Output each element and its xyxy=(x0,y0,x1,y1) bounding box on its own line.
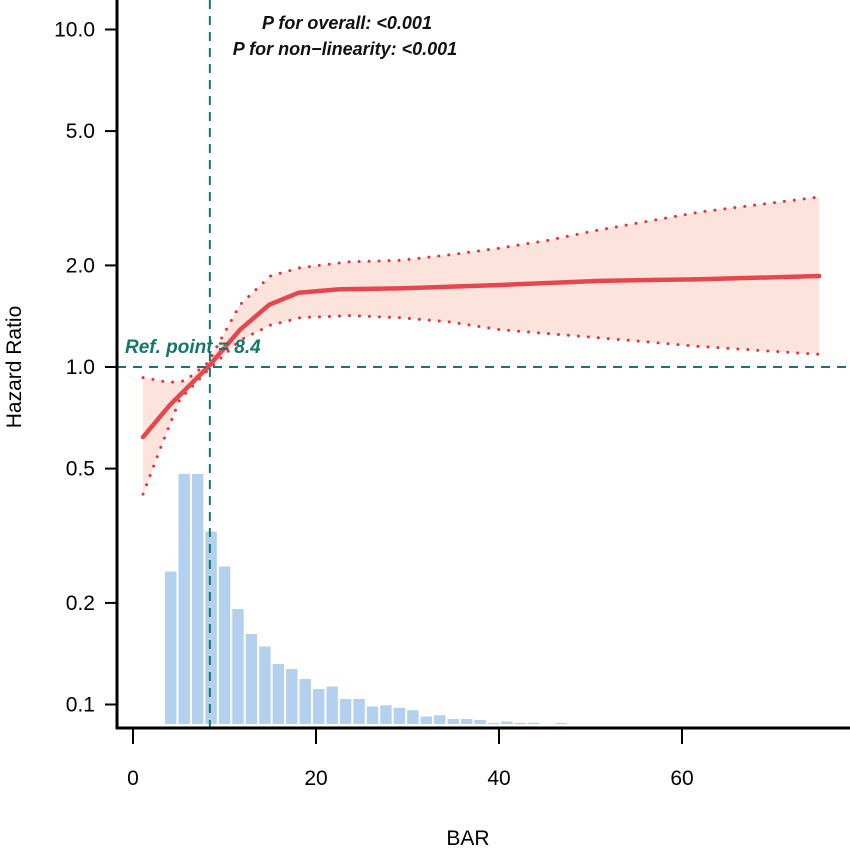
histogram-bar xyxy=(514,723,527,724)
x-axis-title: BAR xyxy=(446,827,489,850)
histogram-bar xyxy=(272,664,285,724)
histogram-bar xyxy=(474,720,486,724)
histogram-bar xyxy=(259,646,271,724)
axes: 0.1 0.2 0.5 1.0 2.0 5.0 10.0 0 20 40 60 xyxy=(54,0,850,790)
histogram-bar xyxy=(528,722,540,724)
histogram-bar xyxy=(366,706,379,724)
hazard-ratio-curve xyxy=(140,273,822,440)
histogram-bar xyxy=(232,609,244,724)
x-tick-label: 60 xyxy=(670,767,693,790)
histogram-bar xyxy=(218,566,231,724)
y-tick-label: 5.0 xyxy=(66,120,95,143)
histogram-bar xyxy=(420,716,433,724)
histogram-bar xyxy=(339,699,352,724)
y-tick-label: 10.0 xyxy=(54,19,95,42)
histogram-bar xyxy=(326,686,338,724)
histogram-bar xyxy=(286,669,298,724)
y-axis-title: Hazard Ratio xyxy=(3,306,26,429)
histogram-bar xyxy=(501,721,513,724)
ref-point-label: Ref. point = 8.4 xyxy=(125,337,261,358)
histogram-bar xyxy=(191,474,204,724)
histogram-bar xyxy=(299,679,311,724)
hazard-ratio-line xyxy=(140,273,822,440)
histogram-bar xyxy=(407,710,419,724)
histogram-bar xyxy=(393,707,406,724)
histogram-bar xyxy=(555,723,567,724)
histogram-bar xyxy=(245,634,258,724)
y-tick-label: 0.1 xyxy=(66,694,95,717)
y-tick-label: 2.0 xyxy=(66,254,95,277)
upper-ci-line xyxy=(141,195,821,384)
y-tick-label: 1.0 xyxy=(66,356,95,379)
histogram-bar xyxy=(447,719,459,724)
histogram-bar xyxy=(380,705,392,724)
histogram-bar xyxy=(178,474,190,724)
histogram-bar xyxy=(353,699,365,724)
x-tick-label: 0 xyxy=(127,767,139,790)
x-tick-label: 20 xyxy=(304,767,327,790)
confidence-band xyxy=(141,195,821,496)
y-tick-label: 0.5 xyxy=(66,458,95,481)
x-tick-label: 40 xyxy=(487,767,510,790)
reference-lines xyxy=(117,0,850,728)
histogram-bar xyxy=(434,715,446,724)
histogram-bar xyxy=(487,723,500,724)
histogram-bar xyxy=(165,571,177,724)
p-nonlinearity-annotation: P for non−linearity: <0.001 xyxy=(233,39,457,59)
ci-band-fill xyxy=(143,196,820,495)
histogram xyxy=(165,474,567,724)
y-tick-label: 0.2 xyxy=(66,592,95,615)
histogram-bar xyxy=(460,719,473,724)
p-overall-annotation: P for overall: <0.001 xyxy=(262,13,432,33)
histogram-bar xyxy=(205,531,217,724)
histogram-bar xyxy=(312,689,325,724)
